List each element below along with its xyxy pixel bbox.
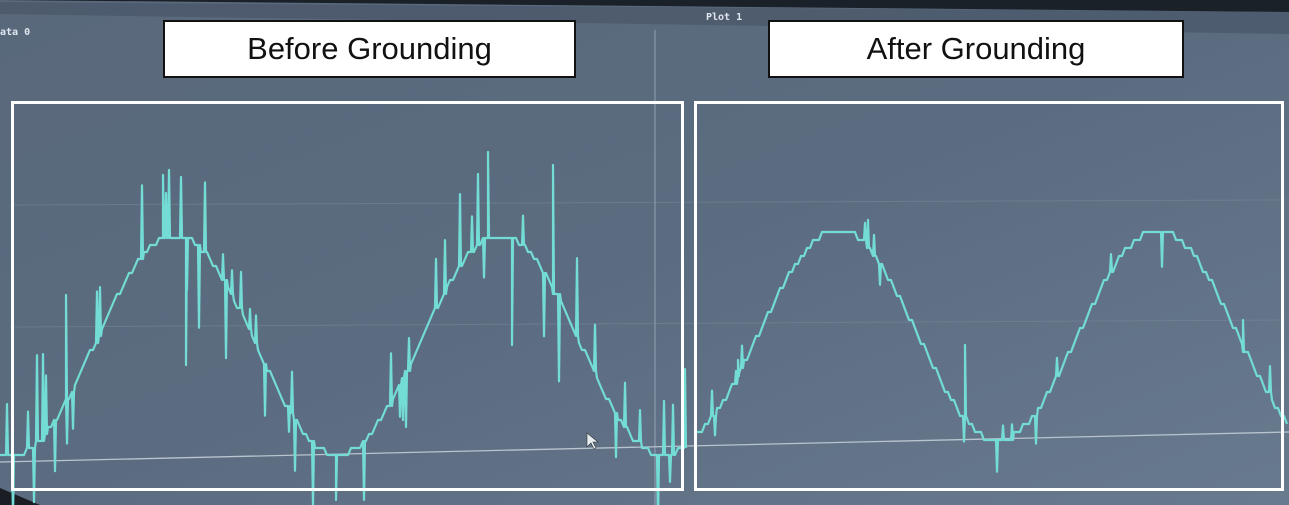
clean-waveform-trace <box>696 218 1289 473</box>
grid-lines <box>9 199 1286 328</box>
noisy-waveform-trace <box>0 150 688 505</box>
before-grounding-frame <box>11 101 684 491</box>
before-grounding-caption: Before Grounding <box>163 20 576 78</box>
data-label: ata 0 <box>0 27 31 38</box>
after-grounding-frame <box>694 101 1284 491</box>
after-grounding-caption: After Grounding <box>768 20 1184 78</box>
mouse-pointer-icon <box>586 432 599 450</box>
plot-label: Plot 1 <box>706 12 743 23</box>
